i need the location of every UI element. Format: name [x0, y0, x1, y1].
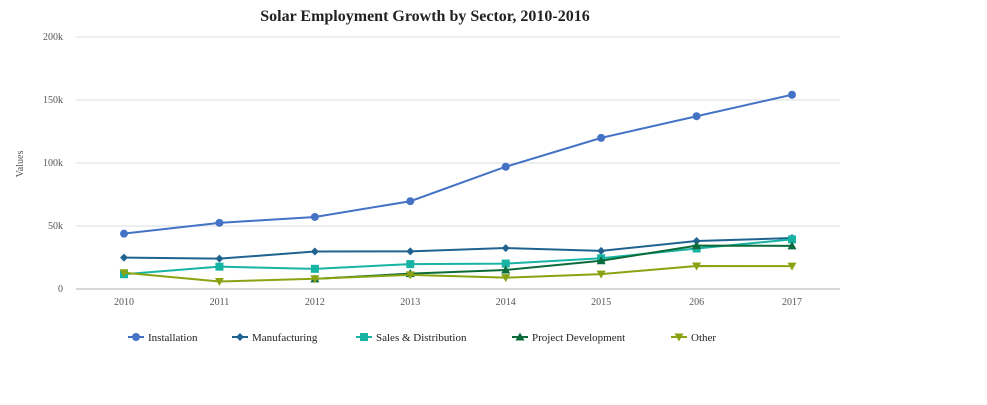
- legend-label: Other: [691, 332, 716, 344]
- x-axis: 2010 2011 2012 2013 2014 2015 206 2017: [76, 288, 840, 308]
- legend-marker[interactable]: [674, 333, 684, 342]
- data-point[interactable]: [406, 260, 415, 269]
- data-point[interactable]: [406, 197, 415, 206]
- gridlines: [76, 36, 840, 227]
- data-point[interactable]: [310, 275, 320, 284]
- x-tick-label: 2014: [496, 297, 516, 308]
- legend-marker[interactable]: [360, 333, 368, 341]
- x-tick-label: 206: [689, 297, 704, 308]
- legend-marker[interactable]: [515, 332, 525, 341]
- series-line: [123, 237, 793, 260]
- series-line: [123, 93, 793, 235]
- chart-title: Solar Employment Growth by Sector, 2010-…: [260, 8, 589, 25]
- data-point[interactable]: [597, 246, 606, 255]
- data-point[interactable]: [405, 271, 415, 280]
- data-point[interactable]: [215, 218, 224, 227]
- data-point[interactable]: [310, 264, 319, 273]
- y-tick-label: 200k: [43, 32, 63, 43]
- data-point[interactable]: [501, 244, 510, 253]
- legend-item[interactable]: Project Development: [512, 332, 625, 344]
- series-line: [123, 264, 793, 283]
- data-point[interactable]: [692, 262, 702, 271]
- y-axis-label: Values: [15, 151, 26, 178]
- legend-marker[interactable]: [132, 333, 140, 341]
- data-point[interactable]: [501, 162, 510, 171]
- data-point[interactable]: [596, 256, 606, 265]
- legend-label: Manufacturing: [252, 332, 318, 344]
- data-point[interactable]: [406, 247, 415, 256]
- legend-item[interactable]: Sales & Distribution: [356, 332, 467, 344]
- data-point[interactable]: [787, 262, 797, 271]
- series-group: [119, 90, 797, 287]
- data-point[interactable]: [214, 278, 224, 287]
- data-point[interactable]: [501, 274, 511, 283]
- series-other: [119, 262, 797, 287]
- series-installation: [120, 90, 796, 238]
- data-point[interactable]: [215, 254, 224, 263]
- x-tick-label: 2010: [114, 297, 134, 308]
- legend-label: Project Development: [532, 332, 625, 344]
- y-tick-label: 50k: [48, 221, 63, 232]
- data-point[interactable]: [310, 212, 319, 221]
- y-tick-label: 150k: [43, 95, 63, 106]
- legend-item[interactable]: Manufacturing: [232, 332, 318, 344]
- legend-item[interactable]: Other: [671, 332, 716, 344]
- legend-label: Installation: [148, 332, 198, 344]
- x-tick-label: 2015: [591, 297, 611, 308]
- legend-item[interactable]: Installation: [128, 332, 198, 344]
- y-tick-label: 0: [58, 284, 63, 295]
- data-point[interactable]: [692, 241, 702, 250]
- y-axis-ticks: 0 50k 100k 150k 200k: [43, 32, 63, 295]
- legend-marker[interactable]: [236, 333, 244, 341]
- legend[interactable]: Installation Manufacturing Sales & Distrib…: [128, 332, 716, 344]
- y-tick-label: 100k: [43, 158, 63, 169]
- data-point[interactable]: [310, 247, 319, 256]
- x-tick-label: 2017: [782, 297, 802, 308]
- data-point[interactable]: [596, 270, 606, 279]
- x-tick-label: 2013: [400, 297, 420, 308]
- data-point[interactable]: [692, 112, 701, 121]
- data-point[interactable]: [120, 229, 128, 238]
- data-point[interactable]: [501, 265, 511, 274]
- legend-label: Sales & Distribution: [376, 332, 467, 344]
- x-tick-label: 2011: [210, 297, 230, 308]
- data-point[interactable]: [119, 269, 129, 278]
- data-point[interactable]: [501, 259, 510, 268]
- data-point[interactable]: [215, 262, 224, 271]
- data-point[interactable]: [597, 133, 606, 142]
- data-point[interactable]: [692, 236, 701, 245]
- data-point[interactable]: [787, 241, 797, 250]
- data-point[interactable]: [120, 253, 128, 262]
- data-point[interactable]: [788, 90, 796, 99]
- x-tick-label: 2012: [305, 297, 325, 308]
- data-point[interactable]: [788, 235, 796, 244]
- series-line: [123, 238, 793, 276]
